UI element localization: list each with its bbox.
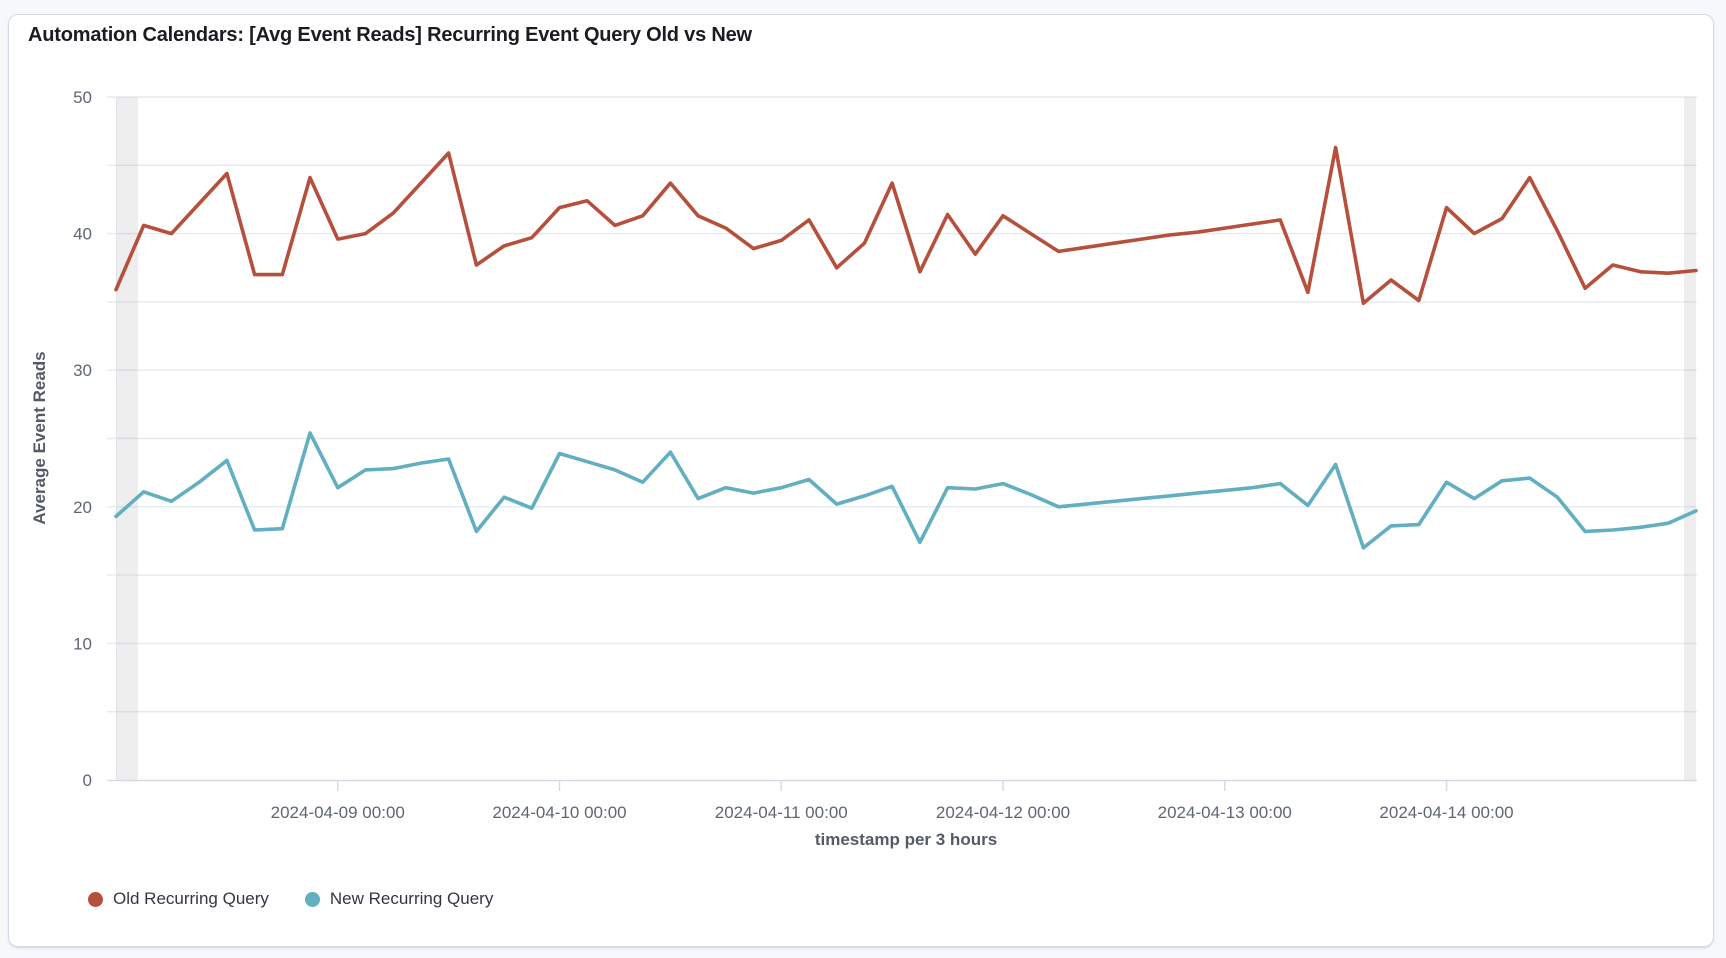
legend-color-dot-icon xyxy=(88,891,103,907)
y-tick-label: 20 xyxy=(73,498,92,517)
partial-bucket-shade-left xyxy=(116,97,138,780)
series-line-new-recurring-query[interactable] xyxy=(114,431,1698,550)
y-axis-title: Average Event Reads xyxy=(30,351,49,525)
legend-item-new-recurring-query[interactable]: New Recurring Query xyxy=(304,889,494,909)
x-tick-label: 2024-04-13 00:00 xyxy=(1158,803,1292,822)
partial-bucket-shade-right xyxy=(1684,97,1696,780)
series-line-old-recurring-query[interactable] xyxy=(114,145,1698,306)
x-tick-label: 2024-04-14 00:00 xyxy=(1379,803,1513,822)
legend-color-dot-icon xyxy=(304,891,320,907)
gridlines xyxy=(107,96,1697,713)
x-axis-title: timestamp per 3 hours xyxy=(814,830,998,849)
y-tick-label: 10 xyxy=(73,634,92,653)
page-title: Automation Calendars: [Avg Event Reads] … xyxy=(28,24,752,46)
y-tick-label: 0 xyxy=(83,771,92,790)
y-tick-label: 50 xyxy=(73,88,92,107)
legend-item-label: New Recurring Query xyxy=(329,889,494,908)
series-lines xyxy=(114,145,1698,550)
x-axis-tick-labels: 2024-04-09 00:00 2024-04-10 00:00 2024-04-… xyxy=(271,803,1514,822)
chart-legend: Old Recurring Query New Recurring Query xyxy=(88,889,493,909)
y-tick-label: 30 xyxy=(73,361,92,380)
x-axis-ticks xyxy=(337,781,1448,791)
y-axis-tick-labels: 0 10 20 30 40 50 xyxy=(73,88,92,790)
x-tick-label: 2024-04-12 00:00 xyxy=(936,803,1070,822)
chart-panel-card xyxy=(8,14,1714,947)
y-tick-label: 40 xyxy=(73,225,92,244)
legend-item-label: Old Recurring Query xyxy=(113,889,269,908)
x-tick-label: 2024-04-10 00:00 xyxy=(492,803,626,822)
x-tick-label: 2024-04-11 00:00 xyxy=(715,803,848,822)
x-tick-label: 2024-04-09 00:00 xyxy=(271,803,405,822)
legend-item-old-recurring-query[interactable]: Old Recurring Query xyxy=(88,889,269,909)
